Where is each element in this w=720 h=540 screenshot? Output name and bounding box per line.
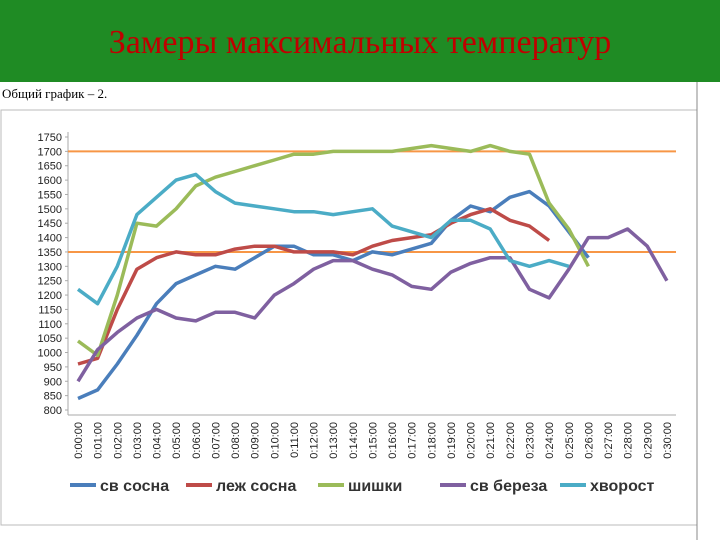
x-tick-label: 0:23:00 [524, 422, 536, 459]
x-tick-label: 0:16:00 [387, 422, 399, 459]
legend-label: хворост [590, 478, 655, 495]
x-tick-label: 0:07:00 [210, 422, 222, 459]
x-tick-label: 0:28:00 [623, 422, 635, 459]
x-tick-label: 0:10:00 [269, 422, 281, 459]
chart-frame [0, 109, 698, 526]
x-tick-label: 0:20:00 [466, 422, 478, 459]
y-tick-label: 1450 [38, 218, 62, 230]
y-tick-label: 1400 [38, 233, 62, 245]
x-tick-label: 0:00:00 [73, 422, 85, 459]
x-tick-label: 0:18:00 [426, 422, 438, 459]
slide-title: Замеры максимальных температур [108, 24, 612, 61]
y-tick-label: 1600 [38, 175, 62, 187]
x-tick-label: 0:15:00 [367, 422, 379, 459]
x-tick-label: 0:06:00 [191, 422, 203, 459]
legend-label: шишки [348, 478, 402, 495]
x-tick-label: 0:08:00 [230, 422, 242, 459]
x-tick-label: 0:01:00 [93, 422, 105, 459]
x-tick-label: 0:25:00 [564, 422, 576, 459]
x-tick-label: 0:09:00 [250, 422, 262, 459]
y-tick-label: 900 [44, 376, 62, 388]
x-tick-label: 0:14:00 [348, 422, 360, 459]
x-tick-label: 0:19:00 [446, 422, 458, 459]
x-tick-label: 0:03:00 [132, 422, 144, 459]
x-tick-label: 0:30:00 [662, 422, 674, 459]
series-line [76, 143, 590, 358]
y-tick-label: 1100 [38, 319, 62, 331]
y-tick-label: 1350 [38, 247, 62, 259]
y-tick-label: 1200 [38, 290, 62, 302]
y-tick-label: 800 [44, 405, 62, 417]
legend-label: св береза [470, 478, 547, 495]
series-line [76, 227, 669, 383]
y-tick-label: 1150 [38, 304, 62, 316]
x-tick-label: 0:12:00 [309, 422, 321, 459]
y-tick-label: 1300 [38, 261, 62, 273]
y-tick-label: 1050 [38, 333, 62, 345]
x-tick-label: 0:13:00 [328, 422, 340, 459]
series-line [76, 172, 570, 306]
x-tick-label: 0:04:00 [152, 422, 164, 459]
legend-label: св сосна [100, 478, 169, 495]
x-tick-label: 0:21:00 [485, 422, 497, 459]
subtitle: Общий график – 2. [2, 86, 108, 101]
x-tick-label: 0:02:00 [112, 422, 124, 459]
x-tick-label: 0:05:00 [171, 422, 183, 459]
y-tick-label: 1250 [38, 276, 62, 288]
x-tick-label: 0:22:00 [505, 422, 517, 459]
y-tick-label: 1000 [38, 348, 62, 360]
x-tick-label: 0:29:00 [642, 422, 654, 459]
x-tick-label: 0:17:00 [407, 422, 419, 459]
x-tick-label: 0:11:00 [289, 422, 301, 458]
y-tick-label: 1650 [38, 161, 62, 173]
x-tick-label: 0:26:00 [583, 422, 595, 459]
series-line [77, 189, 590, 401]
series-line [77, 207, 551, 366]
y-tick-label: 1550 [38, 189, 62, 201]
header-band: Замеры максимальных температур [0, 0, 720, 82]
y-tick-label: 950 [44, 362, 62, 374]
legend-label: леж сосна [216, 478, 296, 495]
y-tick-label: 1700 [38, 146, 62, 158]
x-tick-label: 0:24:00 [544, 422, 556, 459]
x-tick-label: 0:27:00 [603, 422, 615, 459]
y-tick-label: 850 [44, 391, 62, 403]
y-tick-label: 1500 [38, 204, 62, 216]
y-tick-label: 1750 [38, 132, 62, 144]
